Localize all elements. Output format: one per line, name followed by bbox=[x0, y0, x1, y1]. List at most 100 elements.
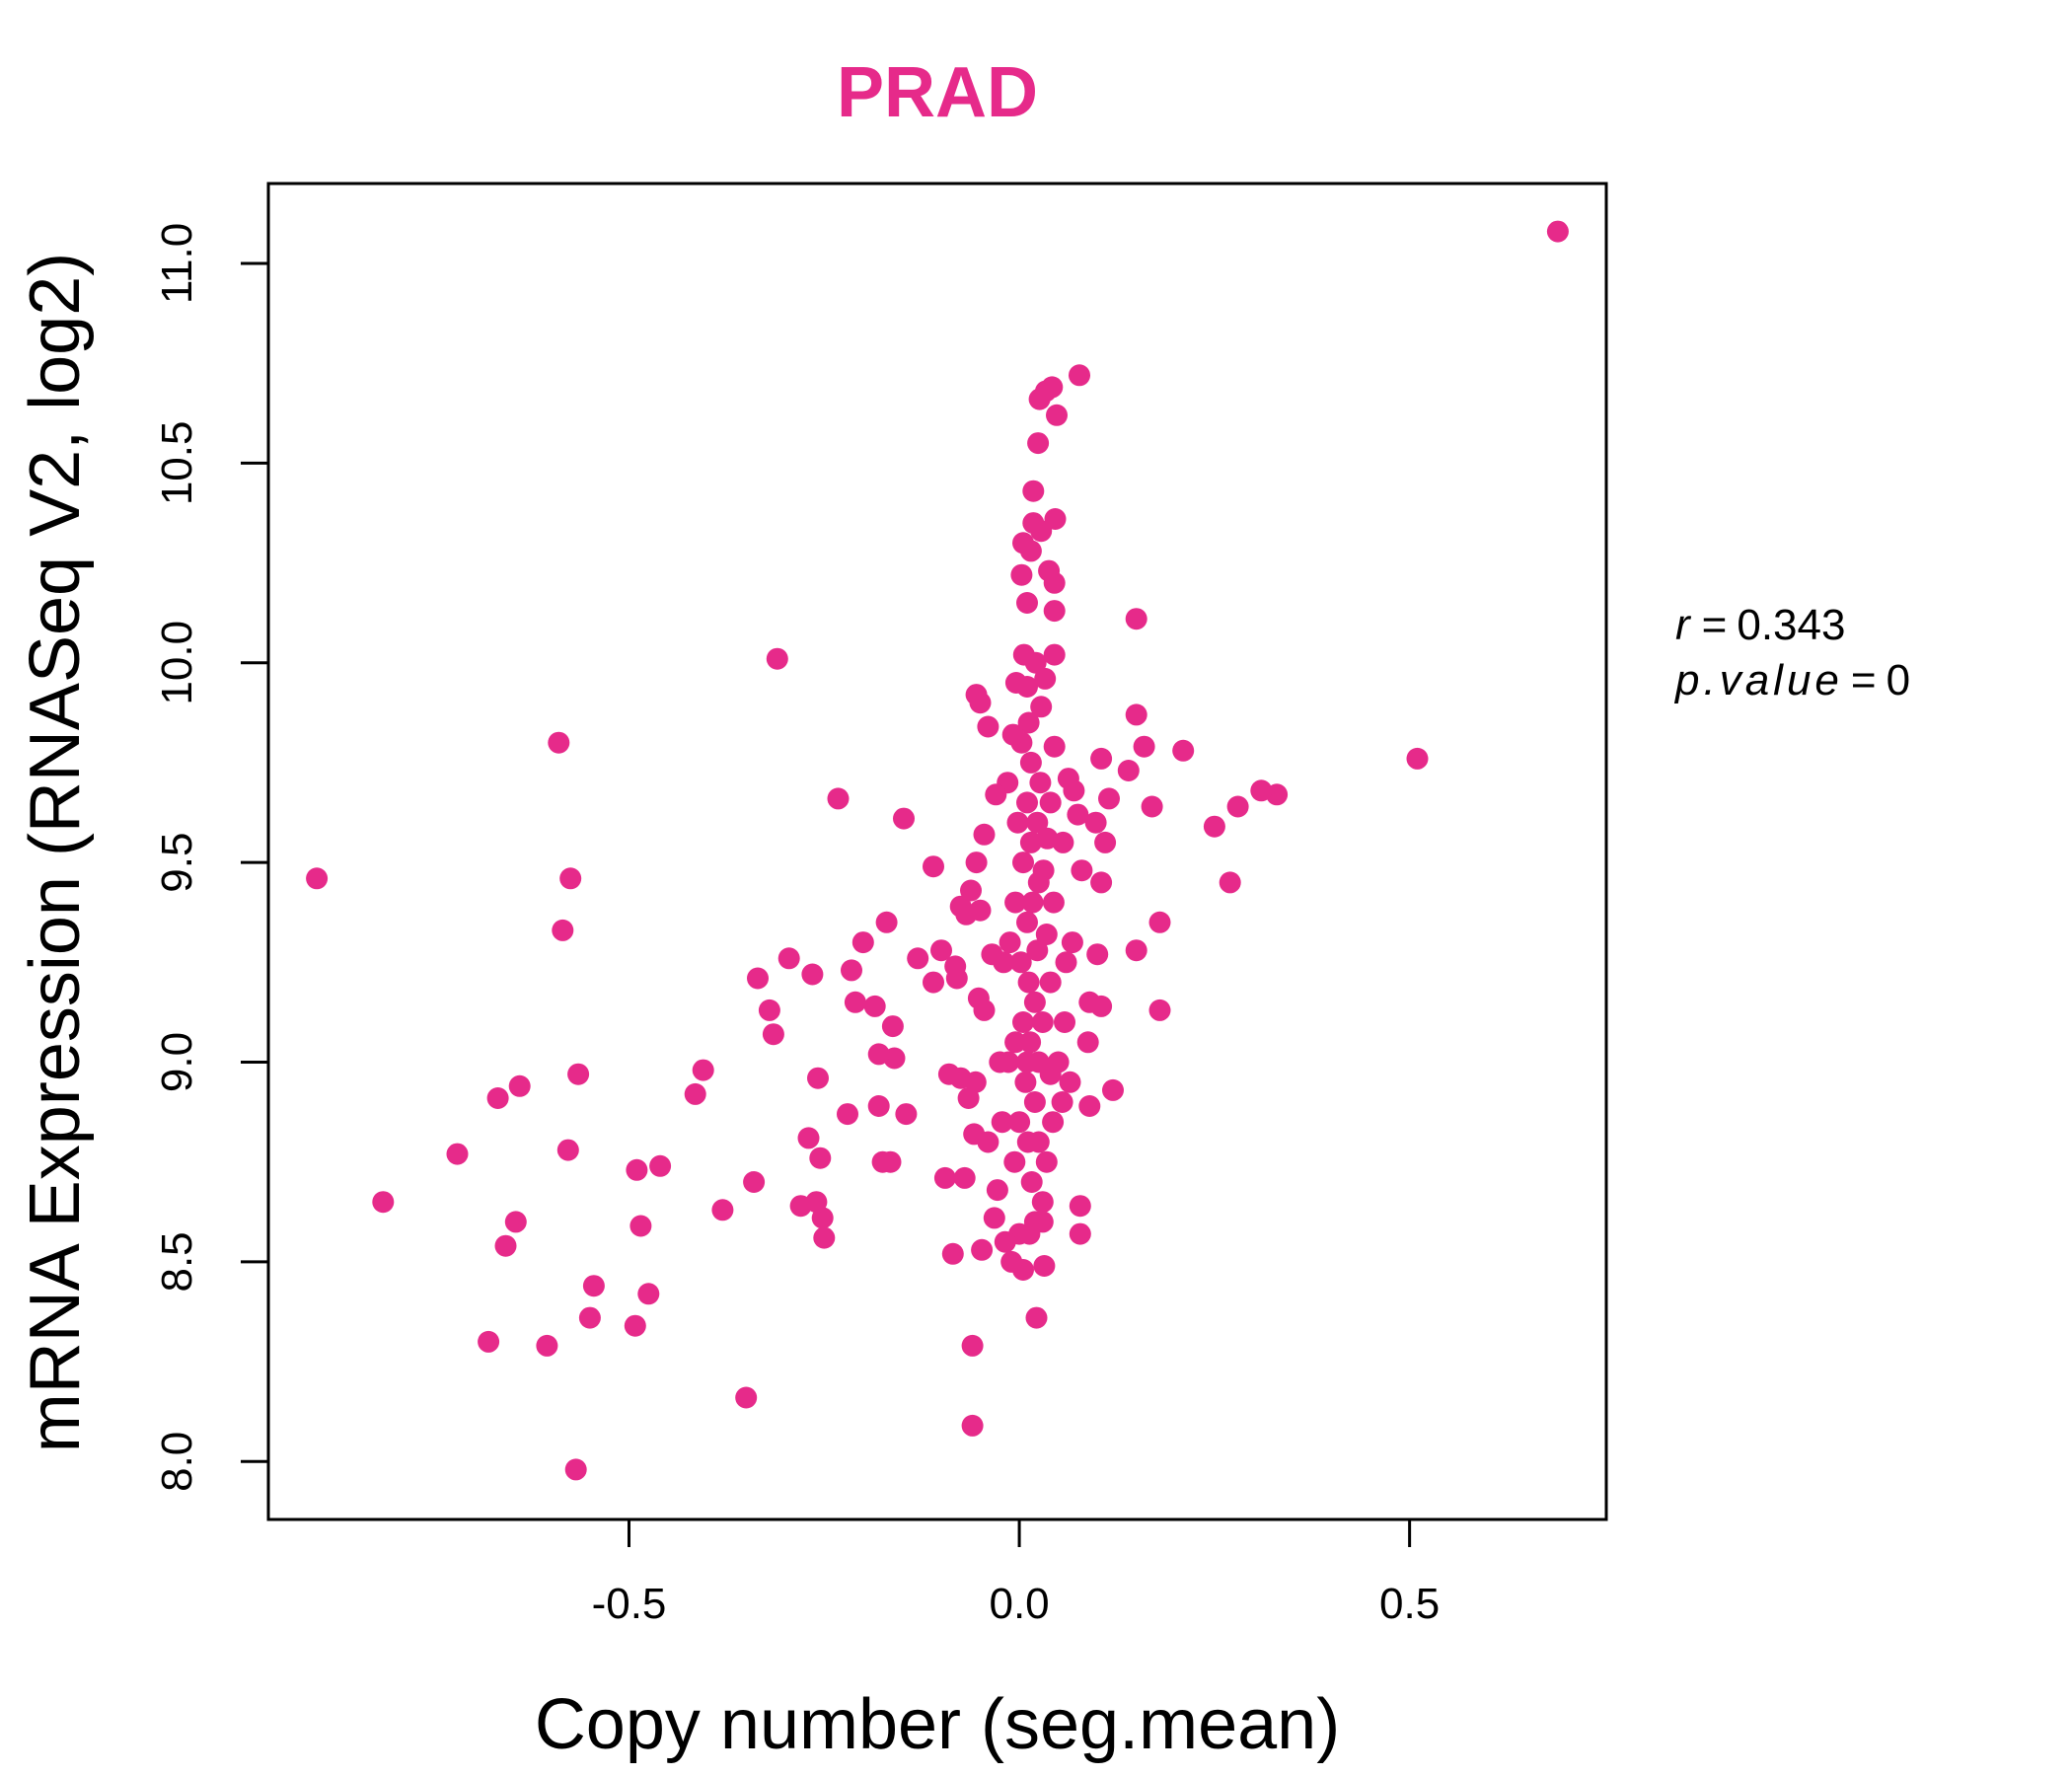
data-point bbox=[494, 1234, 517, 1257]
data-point bbox=[1017, 711, 1040, 734]
data-point bbox=[1016, 1131, 1039, 1153]
data-point bbox=[1016, 1051, 1038, 1073]
data-point bbox=[747, 967, 769, 990]
data-point bbox=[1012, 532, 1034, 555]
data-point bbox=[1094, 831, 1117, 853]
data-point bbox=[981, 943, 1003, 966]
data-point bbox=[1059, 1071, 1081, 1093]
data-point bbox=[1069, 364, 1090, 387]
data-point bbox=[985, 783, 1007, 806]
x-tick-label: 0.5 bbox=[1379, 1580, 1440, 1628]
data-point bbox=[1027, 871, 1050, 894]
data-point bbox=[1098, 787, 1120, 810]
data-point bbox=[1086, 943, 1109, 966]
data-point bbox=[372, 1191, 395, 1214]
data-point bbox=[1055, 951, 1077, 974]
data-point bbox=[809, 1147, 832, 1169]
data-point bbox=[1061, 931, 1083, 954]
data-point bbox=[567, 1063, 590, 1085]
data-point bbox=[1014, 1071, 1037, 1093]
data-point bbox=[1021, 891, 1044, 914]
data-point bbox=[548, 731, 570, 754]
data-point bbox=[624, 1314, 646, 1337]
data-point bbox=[1012, 1011, 1034, 1033]
data-point bbox=[536, 1334, 558, 1357]
y-axis-title: mRNA Expression (RNASeq V2, log2) bbox=[16, 253, 95, 1452]
data-point bbox=[1026, 939, 1049, 962]
data-point bbox=[1148, 999, 1171, 1021]
data-point bbox=[867, 1095, 890, 1117]
data-point bbox=[1043, 600, 1066, 623]
data-point bbox=[923, 855, 944, 878]
data-point bbox=[1038, 559, 1061, 582]
data-point bbox=[844, 991, 866, 1013]
data-point bbox=[1012, 643, 1035, 666]
data-point bbox=[807, 1067, 829, 1089]
data-point bbox=[797, 1127, 820, 1149]
data-point bbox=[1042, 891, 1065, 914]
data-point bbox=[1023, 1091, 1046, 1113]
data-point bbox=[556, 1139, 579, 1161]
y-tick-label: 8.5 bbox=[153, 1231, 201, 1292]
data-point bbox=[1125, 608, 1147, 630]
data-point bbox=[582, 1275, 605, 1297]
data-point bbox=[692, 1059, 714, 1081]
data-point bbox=[1078, 1095, 1101, 1117]
data-point bbox=[973, 823, 996, 846]
data-point bbox=[949, 895, 972, 918]
data-point bbox=[306, 867, 329, 890]
data-point bbox=[735, 1386, 758, 1409]
data-point bbox=[1016, 911, 1038, 933]
data-point bbox=[1250, 779, 1273, 802]
data-point bbox=[1023, 991, 1046, 1013]
y-axis: 8.0 8.5 9.0 9.5 10.0 10.5 11.0 bbox=[153, 223, 270, 1492]
y-tick-label: 9.5 bbox=[153, 833, 201, 893]
data-point bbox=[1125, 703, 1147, 726]
data-point bbox=[1046, 404, 1068, 426]
data-point bbox=[871, 1150, 894, 1173]
y-tick-label: 10.5 bbox=[153, 421, 201, 506]
data-point bbox=[1054, 1011, 1075, 1033]
data-point bbox=[923, 971, 944, 994]
data-point bbox=[1004, 891, 1027, 914]
data-point bbox=[1035, 924, 1058, 945]
data-point bbox=[1546, 220, 1569, 243]
data-point bbox=[1067, 803, 1089, 826]
data-point bbox=[1084, 811, 1107, 834]
data-point bbox=[1020, 1171, 1043, 1193]
data-point bbox=[1044, 508, 1067, 530]
data-point bbox=[1001, 723, 1024, 746]
r-stat: r = 0.343 bbox=[1675, 601, 1845, 649]
y-tick-label: 8.0 bbox=[153, 1432, 201, 1492]
data-point bbox=[1117, 760, 1140, 781]
data-point bbox=[893, 807, 915, 830]
data-point bbox=[801, 963, 824, 986]
p-value: 0 bbox=[1887, 656, 1910, 704]
data-point bbox=[504, 1211, 527, 1233]
data-point bbox=[1141, 795, 1163, 818]
data-point bbox=[1043, 735, 1066, 758]
plot-frame bbox=[266, 182, 1608, 1521]
correlation-stats: r = 0.343 p.value = 0 bbox=[1673, 601, 1910, 704]
data-point bbox=[1078, 991, 1101, 1013]
data-point bbox=[1039, 791, 1062, 814]
data-point bbox=[1017, 971, 1040, 994]
data-point bbox=[863, 995, 886, 1017]
data-point bbox=[930, 939, 952, 962]
data-point bbox=[960, 879, 982, 902]
data-point bbox=[478, 1330, 500, 1353]
r-equals: = bbox=[1702, 601, 1728, 649]
data-point bbox=[486, 1087, 509, 1109]
data-point bbox=[1042, 1111, 1065, 1134]
data-point bbox=[1009, 951, 1032, 974]
data-point bbox=[777, 947, 800, 970]
data-point bbox=[1016, 592, 1038, 614]
data-point bbox=[1004, 1031, 1027, 1054]
data-point bbox=[963, 1123, 986, 1146]
data-point bbox=[961, 1334, 984, 1357]
data-point bbox=[1031, 1191, 1054, 1214]
x-axis: -0.5 0.0 0.5 bbox=[592, 1517, 1440, 1628]
data-point bbox=[1026, 811, 1049, 834]
data-point bbox=[637, 1283, 660, 1305]
